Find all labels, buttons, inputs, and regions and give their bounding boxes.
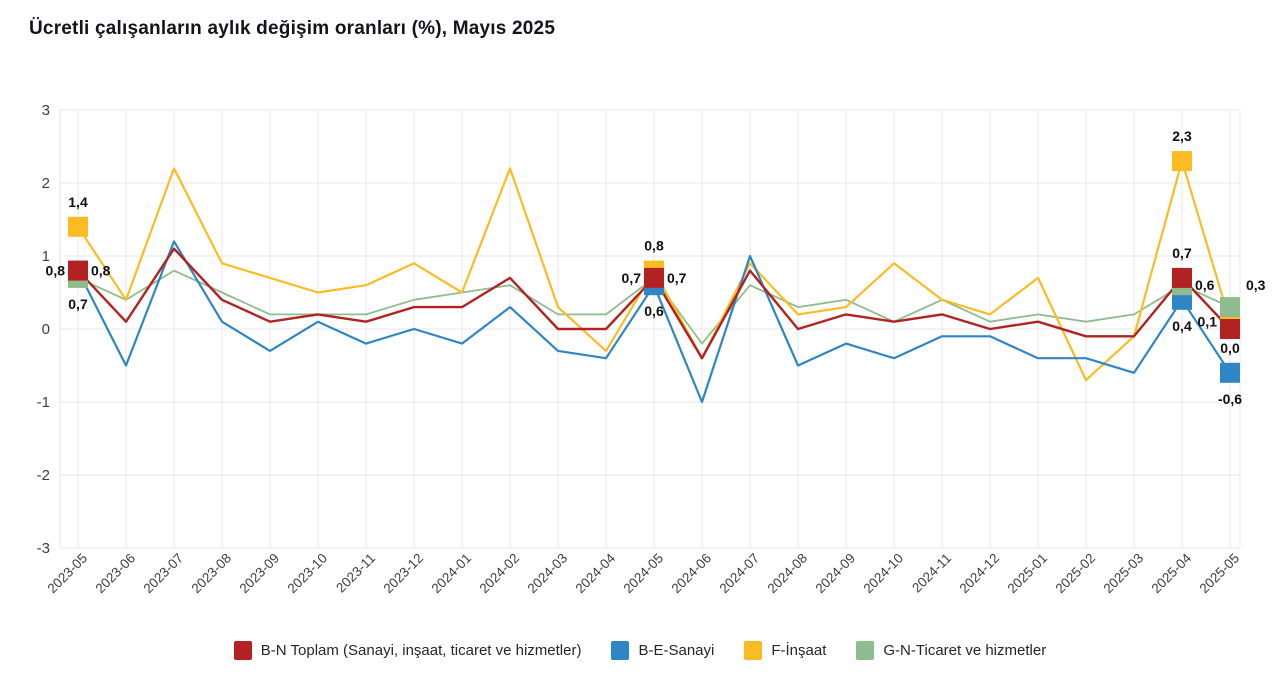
y-axis-tick-label: 0 (42, 321, 50, 338)
data-value-label: 0,8 (91, 263, 111, 279)
y-axis-tick-label: -3 (37, 540, 50, 557)
data-value-label: 0,0 (1220, 340, 1240, 356)
x-axis-tick-label: 2024-08 (764, 551, 810, 597)
legend-item-ticaret[interactable]: G-N-Ticaret ve hizmetler (856, 641, 1046, 660)
y-axis-tick-label: -2 (37, 467, 50, 484)
x-axis-tick-label: 2025-01 (1004, 551, 1050, 597)
x-axis-tick-label: 2024-03 (524, 551, 570, 597)
highlight-marker-toplam (644, 267, 664, 288)
data-value-label: 0,8 (644, 238, 664, 254)
data-value-label: 0,6 (1195, 277, 1215, 293)
legend-label: G-N-Ticaret ve hizmetler (883, 642, 1047, 659)
data-value-label: 0,8 (46, 263, 66, 279)
legend-item-toplam[interactable]: B-N Toplam (Sanayi, inşaat, ticaret ve h… (233, 641, 582, 660)
highlight-marker-insaat (1172, 151, 1192, 172)
legend-label: B-E-Sanayi (638, 642, 715, 659)
x-axis-tick-label: 2023-10 (284, 551, 330, 597)
x-axis-tick-label: 2024-02 (476, 551, 522, 597)
x-axis-tick-label: 2025-03 (1100, 551, 1146, 597)
legend-label: F-İnşaat (771, 642, 827, 659)
x-axis-tick-label: 2024-04 (572, 550, 618, 596)
legend-swatch-icon (233, 641, 252, 660)
page-title: Ücretli çalışanların aylık değişim oranl… (29, 18, 556, 39)
highlight-marker-insaat (68, 216, 88, 237)
x-axis-tick-label: 2023-09 (236, 551, 282, 597)
y-axis-tick-label: 3 (42, 102, 50, 119)
x-axis-tick-label: 2025-02 (1052, 551, 1098, 597)
y-axis-tick-label: 2 (42, 175, 50, 192)
x-axis-tick-label: 2024-01 (428, 551, 474, 597)
data-value-label: 0,3 (1246, 277, 1266, 293)
data-value-label: 2,3 (1172, 128, 1192, 144)
highlight-marker-toplam (1172, 267, 1192, 288)
data-value-label: -0,6 (1218, 391, 1242, 407)
x-axis-tick-label: 2023-11 (333, 551, 378, 596)
data-value-label: 0,1 (1198, 314, 1218, 330)
data-value-label: 0,7 (667, 270, 687, 286)
legend-label: B-N Toplam (Sanayi, inşaat, ticaret ve h… (260, 642, 582, 659)
x-axis-tick-label: 2025-04 (1148, 550, 1194, 596)
y-axis-tick-label: 1 (42, 248, 50, 265)
legend-swatch-icon (856, 641, 875, 660)
highlight-marker-ticaret (1220, 297, 1240, 318)
highlight-marker-sanayi (1220, 362, 1240, 383)
chart-legend: B-N Toplam (Sanayi, inşaat, ticaret ve h… (0, 641, 1280, 660)
highlight-marker-toplam (68, 260, 88, 281)
data-value-label: 1,4 (68, 194, 88, 210)
data-value-label: 0,6 (644, 303, 664, 319)
x-axis-tick-label: 2024-10 (860, 551, 906, 597)
x-axis-tick-label: 2024-06 (668, 551, 714, 597)
x-axis-tick-label: 2024-07 (716, 551, 762, 597)
x-axis-tick-label: 2023-12 (380, 551, 426, 597)
x-axis-tick-label: 2024-12 (956, 551, 1002, 597)
x-axis-tick-label: 2025-05 (1196, 551, 1242, 597)
x-axis-tick-label: 2023-06 (92, 551, 138, 597)
highlight-marker-toplam (1220, 319, 1240, 339)
legend-item-sanayi[interactable]: B-E-Sanayi (611, 641, 714, 660)
x-axis-tick-label: 2023-08 (188, 551, 234, 597)
x-axis-tick-label: 2023-05 (44, 551, 90, 597)
legend-swatch-icon (611, 641, 630, 660)
data-value-label: 0,7 (1172, 245, 1192, 261)
x-axis-tick-label: 2024-09 (812, 551, 858, 597)
legend-swatch-icon (744, 641, 763, 660)
data-value-label: 0,4 (1172, 318, 1192, 334)
x-axis-tick-label: 2024-05 (620, 551, 666, 597)
x-axis-tick-label: 2023-07 (140, 551, 186, 597)
data-value-label: 0,7 (622, 270, 642, 286)
y-axis-tick-label: -1 (37, 394, 50, 411)
legend-item-insaat[interactable]: F-İnşaat (744, 641, 826, 660)
data-value-label: 0,7 (68, 296, 88, 312)
x-axis-tick-label: 2024-11 (909, 551, 954, 596)
